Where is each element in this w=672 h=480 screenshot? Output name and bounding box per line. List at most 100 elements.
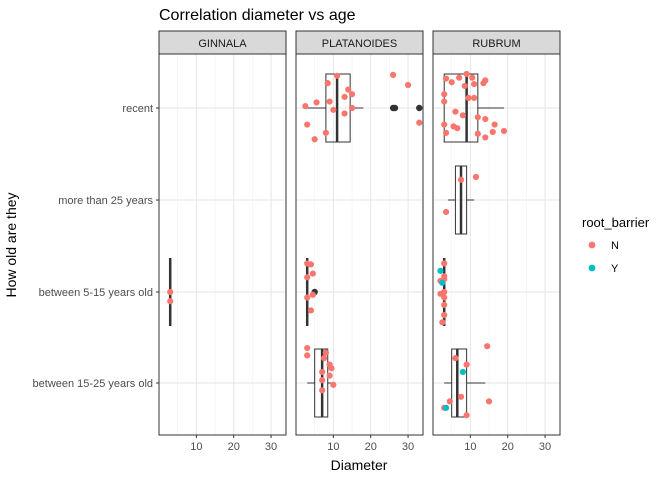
x-tick-label: 10 — [190, 441, 202, 453]
panel-border — [432, 53, 561, 436]
x-tick-label: 10 — [464, 441, 476, 453]
panel-border — [295, 53, 424, 436]
data-point-n — [459, 112, 466, 119]
facet-strip-label: GINNALA — [198, 38, 247, 50]
legend-title: root_barrier — [582, 215, 650, 230]
data-point-n — [489, 128, 496, 136]
y-tick-label: more than 25 years — [58, 195, 153, 207]
legend-item-n: N — [588, 240, 619, 252]
data-point-n — [330, 381, 337, 388]
x-tick-label: 10 — [327, 441, 339, 453]
data-point-n — [341, 110, 348, 117]
data-point-n — [442, 75, 450, 82]
legend-items: NY — [588, 240, 619, 275]
legend-key — [588, 264, 596, 272]
data-point-n — [452, 355, 459, 362]
data-point-n — [304, 274, 311, 281]
chart-title: Correlation diameter vs age — [159, 7, 356, 24]
data-point-y — [437, 267, 444, 274]
x-tick-label: 30 — [539, 441, 551, 453]
data-point-n — [480, 80, 487, 87]
data-point-n — [304, 344, 311, 352]
data-point-n — [454, 125, 461, 132]
data-point-n — [328, 365, 335, 372]
box-outlier — [416, 104, 423, 112]
data-point-n — [482, 134, 489, 141]
y-tick-label: between 5-15 years old — [39, 287, 153, 299]
box-outlier — [391, 104, 399, 112]
data-point-n — [442, 208, 450, 216]
data-point-n — [461, 82, 468, 90]
data-point-n — [326, 98, 333, 105]
x-tick-label: 30 — [402, 441, 414, 453]
data-point-n — [416, 119, 423, 126]
box-iqr — [443, 73, 479, 143]
data-point-n — [463, 361, 470, 368]
data-point-n — [322, 129, 329, 136]
data-point-n — [324, 80, 331, 87]
facet-panel-ginnala: GINNALA 10 20 30 — [158, 30, 287, 453]
data-point-y — [439, 279, 446, 286]
panel-background — [433, 54, 560, 435]
data-point-n — [485, 398, 493, 405]
x-tick-label: 20 — [228, 441, 240, 453]
y-tick-labels: recent more than 25 years between 5-15 yea… — [33, 103, 159, 390]
panel-background — [159, 54, 286, 435]
data-point-n — [345, 86, 352, 93]
data-point-n — [320, 355, 328, 362]
facet-panel-rubrum: RUBRUM 10 20 30 — [432, 30, 561, 453]
panel-background — [296, 54, 423, 435]
legend: root_barrier NY — [582, 215, 650, 275]
data-point-n — [474, 114, 481, 121]
data-point-n — [465, 94, 472, 101]
data-point-n — [309, 291, 316, 298]
data-point-n — [311, 136, 318, 143]
legend-label: Y — [611, 263, 619, 275]
facet-strip-label: PLATANOIDES — [322, 38, 397, 50]
data-point-n — [457, 393, 465, 400]
data-point-n — [441, 91, 448, 98]
data-point-n — [482, 115, 489, 123]
data-point-n — [448, 79, 455, 86]
x-axis-label: Diameter — [331, 457, 388, 473]
data-point-n — [442, 129, 450, 136]
panel-border — [158, 53, 287, 436]
x-tick-label: 20 — [502, 441, 514, 453]
data-point-n — [491, 121, 498, 128]
data-point-n — [404, 81, 412, 89]
data-point-n — [167, 298, 174, 305]
data-point-n — [307, 307, 315, 314]
data-point-n — [309, 270, 316, 277]
data-point-n — [167, 288, 174, 296]
box-iqr — [451, 348, 468, 418]
data-point-n — [341, 93, 348, 101]
data-point-n — [390, 71, 397, 78]
data-point-n — [441, 294, 448, 301]
data-point-n — [319, 387, 326, 394]
data-point-n — [319, 368, 326, 376]
data-point-n — [452, 108, 459, 115]
data-point-n — [446, 398, 453, 405]
data-point-n — [313, 99, 320, 106]
data-point-n — [348, 104, 356, 112]
data-point-n — [304, 352, 311, 359]
data-point-n — [463, 412, 470, 419]
x-tick-label: 20 — [365, 441, 377, 453]
data-point-n — [333, 72, 341, 79]
data-point-n — [304, 294, 311, 301]
data-point-n — [322, 349, 329, 356]
x-tick-label: 30 — [265, 441, 277, 453]
data-point-n — [484, 343, 491, 350]
data-point-n — [500, 127, 508, 135]
data-point-n — [348, 91, 356, 98]
y-tick-label: recent — [122, 103, 153, 115]
data-point-n — [441, 301, 448, 308]
facet-panels: GINNALA 10 20 30 PLATANOIDES 10 20 30 RUBRUM 10 20… — [158, 30, 561, 453]
y-tick-label: between 15-25 years old — [33, 378, 153, 390]
data-point-n — [307, 261, 315, 268]
data-point-n — [319, 377, 326, 384]
data-point-n — [330, 106, 337, 113]
data-point-n — [304, 121, 311, 128]
data-point-n — [456, 74, 463, 81]
